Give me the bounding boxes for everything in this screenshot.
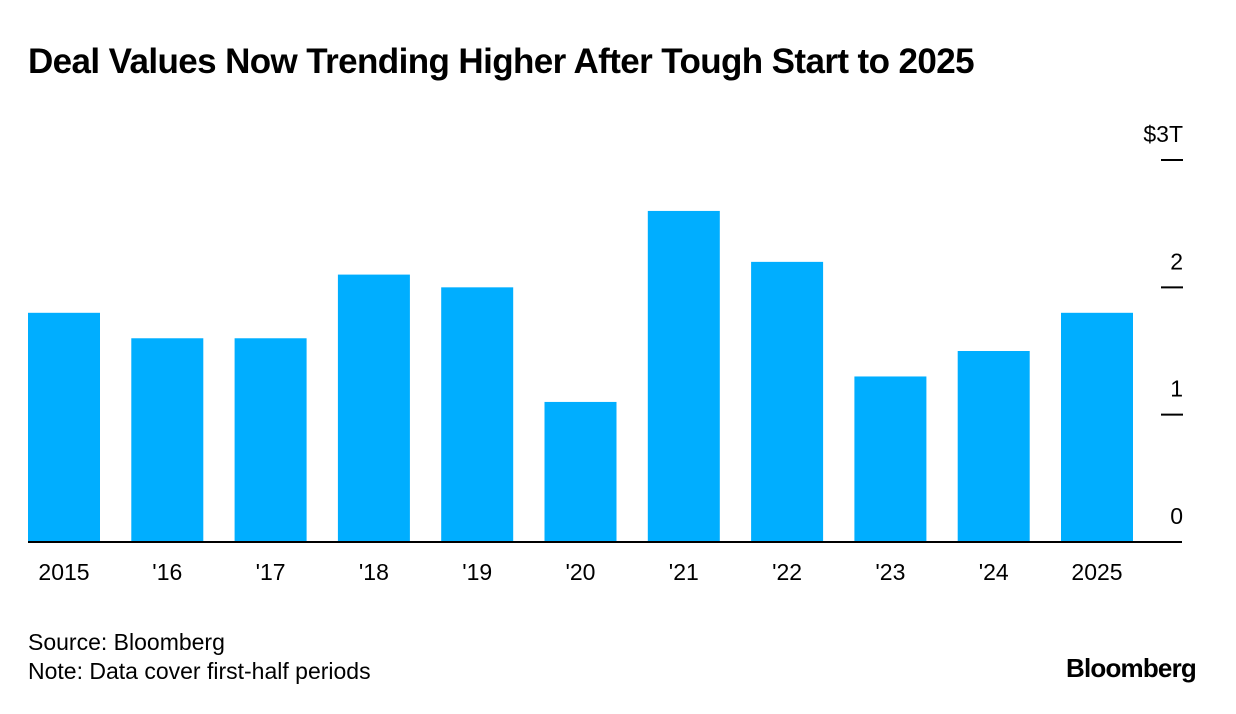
x-axis-labels: 2015 '16 '17 '18 '19 '20 '21 '22 '23 '24 2025 [38, 559, 1122, 585]
x-tick-label-1: '16 [152, 559, 182, 585]
y-tick-label-2: 1 [1170, 376, 1183, 402]
x-tick-label-5: '20 [566, 559, 596, 585]
y-tick-label-3: 0 [1170, 503, 1183, 529]
bloomberg-logo: Bloomberg [1065, 653, 1197, 683]
bar-3 [337, 274, 410, 542]
bar-10 [1061, 312, 1133, 542]
bar-7 [751, 261, 824, 542]
bar-0 [28, 312, 100, 542]
bar-5 [544, 401, 617, 542]
footnotes: Source: Bloomberg Note: Data cover first… [28, 628, 371, 686]
x-tick-label-3: '18 [359, 559, 389, 585]
bar-1 [131, 338, 204, 542]
bar-9 [957, 351, 1030, 542]
x-tick-label-6: '21 [669, 559, 699, 585]
bar-6 [647, 210, 720, 542]
bars-group [28, 210, 1133, 542]
x-tick-label-7: '22 [772, 559, 802, 585]
y-tick-label-0: $3T [1143, 121, 1183, 147]
y-axis-ticks: $3T 2 1 0 [1143, 121, 1183, 529]
x-tick-label-0: 2015 [38, 559, 89, 585]
bar-2 [234, 338, 307, 542]
x-tick-label-2: '17 [256, 559, 286, 585]
data-note: Note: Data cover first-half periods [28, 658, 371, 684]
x-tick-label-10: 2025 [1071, 559, 1122, 585]
x-tick-label-9: '24 [979, 559, 1009, 585]
bar-8 [854, 376, 927, 542]
chart-title: Deal Values Now Trending Higher After To… [28, 42, 975, 81]
source-note: Source: Bloomberg [28, 629, 225, 655]
x-tick-label-8: '23 [875, 559, 905, 585]
y-tick-label-1: 2 [1170, 248, 1183, 274]
bar-4 [441, 287, 514, 542]
x-tick-label-4: '19 [462, 559, 492, 585]
